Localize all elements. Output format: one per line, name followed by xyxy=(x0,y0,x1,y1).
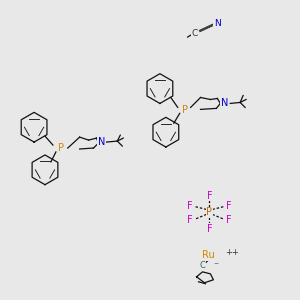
Text: N: N xyxy=(214,19,221,28)
Text: F: F xyxy=(187,215,192,225)
Text: F: F xyxy=(207,224,212,234)
Text: ++: ++ xyxy=(225,248,239,256)
Text: Ru: Ru xyxy=(202,250,215,260)
Text: C: C xyxy=(200,261,206,270)
Text: F: F xyxy=(226,202,232,212)
Text: N: N xyxy=(98,137,105,147)
Text: P: P xyxy=(182,105,188,116)
Text: N: N xyxy=(220,98,228,108)
Text: C: C xyxy=(191,28,198,38)
Text: P: P xyxy=(58,143,64,153)
Text: ⁻: ⁻ xyxy=(213,261,218,271)
Text: F: F xyxy=(207,190,212,201)
Text: P: P xyxy=(206,207,212,218)
Text: F: F xyxy=(226,215,232,225)
Text: F: F xyxy=(187,202,192,212)
